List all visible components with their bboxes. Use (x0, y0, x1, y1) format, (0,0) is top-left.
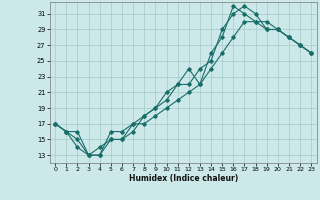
X-axis label: Humidex (Indice chaleur): Humidex (Indice chaleur) (129, 174, 238, 183)
